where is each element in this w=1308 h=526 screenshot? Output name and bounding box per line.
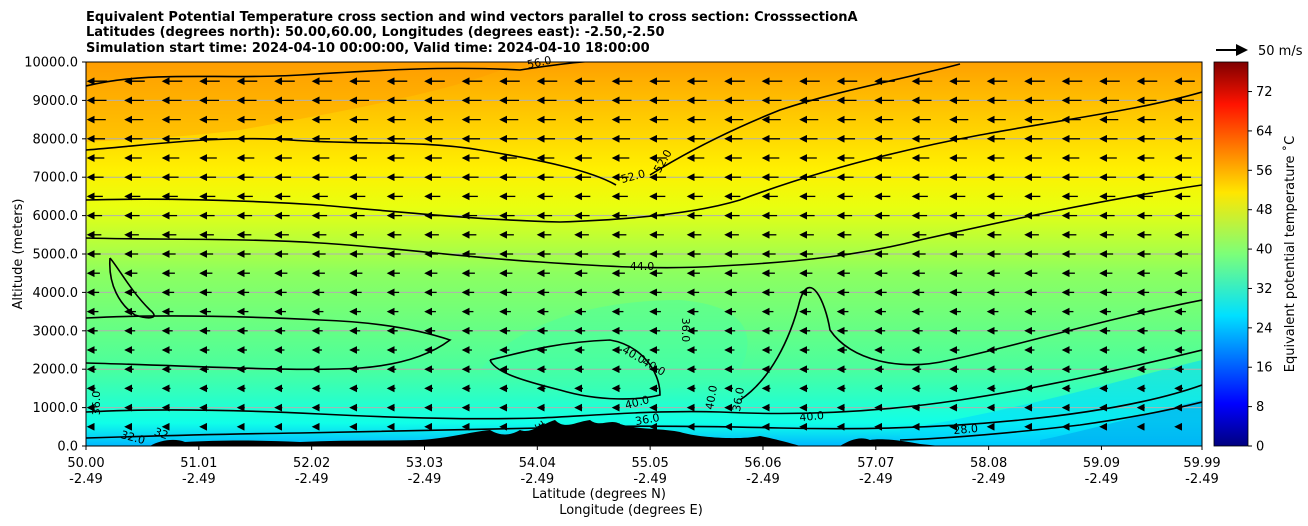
- colorbar-tick-label: 56: [1256, 164, 1273, 179]
- contour-label: 40.0: [703, 384, 720, 410]
- x-tick-label-lat: 54.04: [519, 456, 556, 471]
- contour-28: [899, 401, 1202, 441]
- title-line-1: Equivalent Potential Temperature cross s…: [86, 10, 858, 25]
- colorbar-label: Equivalent potential temperature ˚C: [1282, 136, 1298, 372]
- moist-pocket-mid: [480, 300, 748, 391]
- y-tick-label: 10000.0: [24, 56, 78, 71]
- contour-label: 32: [152, 425, 170, 442]
- title-line-3: Simulation start time: 2024-04-10 00:00:…: [86, 41, 650, 56]
- quiver-key-label: 50 m/s: [1258, 44, 1303, 59]
- x-axis-label-lat: Latitude (degrees N): [532, 487, 666, 502]
- y-tick-label: 7000.0: [33, 171, 79, 186]
- colorbar-tick-label: 32: [1256, 282, 1273, 297]
- y-tick-label: 2000.0: [33, 363, 79, 378]
- x-tick-label-lat: 53.03: [406, 456, 443, 471]
- x-axis: 50.00-2.4951.01-2.4952.02-2.4953.03-2.49…: [67, 446, 1221, 487]
- colorbar-tick-label: 24: [1256, 321, 1273, 336]
- colorbar-tick-label: 0: [1256, 440, 1264, 455]
- plot-area: [86, 62, 1202, 446]
- contour-label: 56.0: [526, 54, 553, 72]
- contour-label: 32.0: [119, 428, 146, 447]
- contour-52-b: [649, 63, 961, 176]
- contour-lines: [86, 62, 1202, 441]
- contour-56: [86, 62, 591, 87]
- x-tick-label-lon: -2.49: [633, 472, 667, 487]
- contour-44: [86, 184, 1202, 269]
- gridlines: [86, 62, 1202, 446]
- x-tick-label-lon: -2.49: [972, 472, 1006, 487]
- x-tick-label-lon: -2.49: [408, 472, 442, 487]
- x-axis-label-lon: Longitude (degrees E): [559, 503, 703, 518]
- x-tick-label-lat: 52.02: [293, 456, 330, 471]
- colorbar-tick-label: 48: [1256, 203, 1273, 218]
- contour-label: 40.0: [799, 409, 825, 424]
- x-tick-label-lon: -2.49: [295, 472, 329, 487]
- x-tick-label-lat: 57.07: [857, 456, 894, 471]
- colorbar-gradient: [1213, 61, 1249, 447]
- chart-title: Equivalent Potential Temperature cross s…: [86, 10, 858, 56]
- y-tick-label: 4000.0: [33, 286, 79, 301]
- contour-label: 36.0: [634, 411, 660, 428]
- x-tick-label-lon: -2.49: [1185, 472, 1219, 487]
- colorbar: 0 8 16 24 32 40 48 56 64 72 Equivalent potential …: [1213, 61, 1298, 455]
- contour-label: 28.0: [953, 422, 979, 437]
- contour-44-loop: [109, 257, 155, 319]
- x-tick-label-lon: -2.49: [859, 472, 893, 487]
- y-tick-label: 3000.0: [33, 324, 79, 339]
- y-tick-label: 6000.0: [33, 209, 79, 224]
- colorbar-tick-label: 8: [1256, 400, 1264, 415]
- x-tick-label-lon: -2.49: [1085, 472, 1119, 487]
- x-tick-label-lon: -2.49: [746, 472, 780, 487]
- title-line-2: Latitudes (degrees north): 50.00,60.00, …: [86, 25, 665, 40]
- contour-40-right: [739, 286, 1202, 401]
- contour-label: 40.0: [624, 393, 651, 412]
- terrain: [86, 420, 1202, 446]
- contour-label: 44.0: [630, 260, 655, 273]
- contour-label: 52.0: [620, 167, 647, 186]
- y-tick-label: 0.0: [57, 440, 78, 455]
- contour-40: [86, 315, 452, 371]
- x-tick-label-lon: -2.49: [520, 472, 554, 487]
- colorbar-tick-label: 72: [1256, 85, 1273, 100]
- warm-top-left: [86, 62, 520, 142]
- wind-vectors: [86, 77, 1195, 431]
- x-tick-label-lon: -2.49: [182, 472, 216, 487]
- x-tick-label-lat: 59.09: [1083, 456, 1120, 471]
- contour-label: 36.0: [679, 318, 692, 343]
- quiver-key: 50 m/s: [1216, 44, 1303, 59]
- colorbar-ticks: 0 8 16 24 32 40 48 56 64 72: [1248, 85, 1273, 455]
- x-tick-label-lat: 59.99: [1183, 456, 1220, 471]
- y-axis: 0.0 1000.0 2000.0 3000.0 4000.0 5000.0 6000.0 7…: [24, 56, 86, 455]
- y-tick-label: 1000.0: [33, 401, 79, 416]
- y-tick-label: 8000.0: [33, 132, 79, 147]
- y-tick-label: 9000.0: [33, 94, 79, 109]
- x-tick-label-lat: 50.00: [67, 456, 104, 471]
- contour-52-a: [86, 137, 617, 186]
- contour-label: 36.0: [90, 391, 103, 416]
- contour-36: [86, 349, 1202, 420]
- x-tick-label-lat: 58.08: [970, 456, 1007, 471]
- contour-label: 36.0: [730, 386, 747, 412]
- x-tick-label-lat: 55.05: [632, 456, 669, 471]
- x-tick-label-lat: 51.01: [180, 456, 217, 471]
- colorbar-tick-label: 40: [1256, 243, 1273, 258]
- colorbar-tick-label: 16: [1256, 361, 1273, 376]
- x-tick-label-lat: 56.06: [744, 456, 781, 471]
- x-tick-label-lon: -2.49: [69, 472, 103, 487]
- colorbar-tick-label: 64: [1256, 124, 1273, 139]
- y-axis-label: Altitude (meters): [11, 199, 26, 310]
- y-tick-label: 5000.0: [33, 248, 79, 263]
